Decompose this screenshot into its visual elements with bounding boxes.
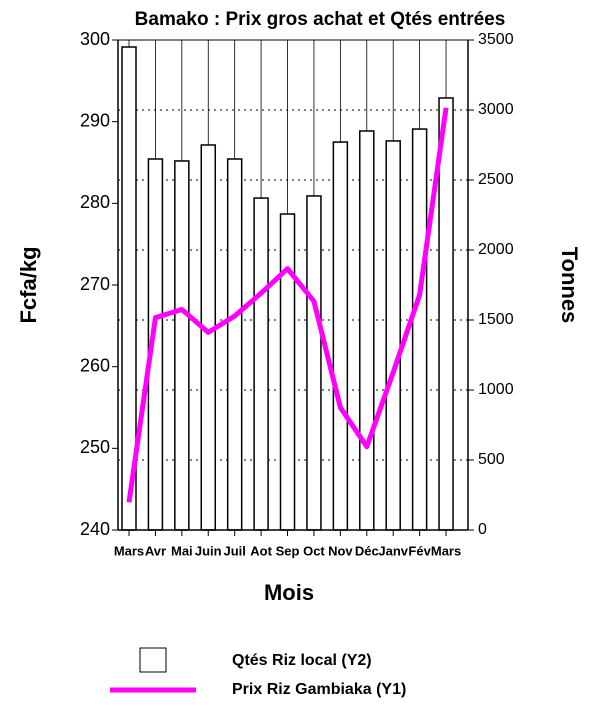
y-tick-label: 290 — [80, 110, 110, 130]
y2-axis-label: Tonnes — [557, 247, 582, 324]
bar — [411, 128, 428, 531]
x-tick-label: Sep — [276, 543, 300, 558]
y-tick-label: 300 — [80, 29, 110, 49]
x-tick-label: Nov — [328, 543, 353, 558]
y-tick-label: 240 — [80, 519, 110, 539]
x-tick-label: Fév — [408, 543, 431, 558]
bar — [226, 158, 243, 531]
x-tick-label: Mars — [431, 543, 461, 558]
bar — [279, 213, 296, 531]
bar — [385, 140, 401, 531]
y-axis-label: Fcfa/kg — [16, 246, 41, 323]
y2-tick-label: 2500 — [478, 171, 514, 188]
chart-title: Bamako : Prix gros achat et Qtés entrées — [135, 9, 506, 30]
y2-tick-label: 0 — [478, 521, 487, 538]
x-tick-label: Janv — [378, 543, 408, 558]
y-tick-label: 280 — [80, 192, 110, 212]
x-tick-label: Oct — [303, 543, 325, 558]
y2-tick-label: 3000 — [478, 101, 514, 118]
x-tick-label: Juin — [195, 543, 222, 558]
legend-label: Prix Riz Gambiaka (Y1) — [232, 681, 406, 698]
x-tick-label: Mars — [114, 543, 144, 558]
bar — [332, 141, 349, 531]
y2-tick-label: 1500 — [478, 311, 514, 328]
x-tick-label: Juil — [223, 543, 245, 558]
bar — [253, 197, 269, 531]
bar — [359, 130, 375, 531]
legend-swatch — [139, 647, 167, 673]
bar — [174, 160, 190, 531]
y-tick-label: 260 — [80, 355, 110, 375]
x-tick-label: Mai — [171, 543, 193, 558]
line — [126, 107, 449, 503]
x-axis-label: Mois — [264, 580, 314, 605]
x-tick-label: Aot — [250, 543, 272, 558]
y2-tick-label: 1000 — [478, 381, 514, 398]
x-tick-label: Avr — [145, 543, 166, 558]
y2-tick-label: 3500 — [478, 31, 514, 48]
y-tick-label: 270 — [80, 274, 110, 294]
bar — [200, 144, 217, 531]
x-tick-label: Déc — [355, 543, 379, 558]
y2-tick-label: 500 — [478, 451, 505, 468]
bar — [306, 195, 322, 531]
legend-label: Qtés Riz local (Y2) — [232, 652, 372, 669]
bar — [438, 97, 454, 531]
y-tick-label: 250 — [80, 437, 110, 457]
y2-tick-label: 2000 — [478, 241, 514, 258]
